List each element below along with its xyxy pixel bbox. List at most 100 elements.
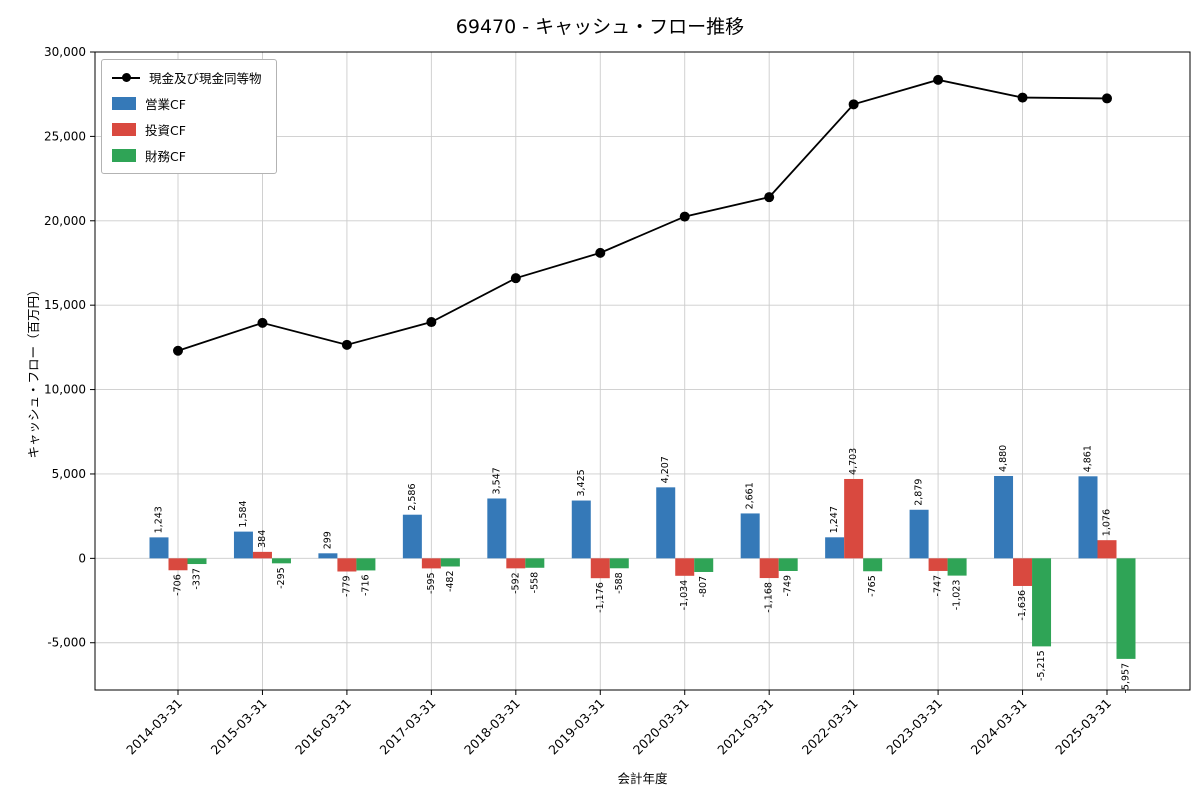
bar [928, 558, 948, 571]
bar [571, 500, 591, 559]
legend-label-cash: 現金及び現金同等物 [149, 71, 262, 86]
bar-value-label: 299 [322, 531, 333, 549]
x-tick-label: 2025-03-31 [1052, 696, 1114, 758]
y-axis-label: キャッシュ・フロー（百万円） [26, 283, 41, 458]
bar [421, 558, 441, 569]
bar [337, 558, 357, 572]
bar-value-label: -716 [360, 574, 371, 596]
gridlines [95, 51, 1190, 690]
line-series-group [173, 74, 1112, 356]
bar-value-label: 1,243 [154, 506, 165, 533]
bar-value-label: 2,661 [745, 482, 756, 509]
bar-value-label: 4,207 [660, 456, 671, 483]
y-tick-label: 20,000 [44, 214, 86, 228]
bar [609, 558, 629, 569]
bar [187, 558, 207, 565]
x-tick-label: 2022-03-31 [799, 696, 861, 758]
bar [318, 553, 338, 559]
legend-label-financing: 財務CF [145, 149, 186, 164]
cash-line [177, 78, 1108, 352]
x-tick-label: 2015-03-31 [208, 696, 270, 758]
x-tick-label: 2018-03-31 [461, 696, 523, 758]
x-tick-label: 2020-03-31 [630, 696, 692, 758]
x-tick-label: 2016-03-31 [292, 696, 354, 758]
bar [947, 558, 967, 576]
x-tick-label: 2021-03-31 [714, 696, 776, 758]
x-tick-label: 2019-03-31 [545, 696, 607, 758]
bar-value-label: 384 [257, 530, 268, 548]
line-marker [173, 345, 183, 356]
legend-item-investing-cf: 投資CF [112, 120, 262, 139]
bar [656, 487, 676, 559]
line-marker [1102, 93, 1112, 104]
bar [440, 558, 460, 567]
bar [778, 558, 798, 571]
bar [825, 537, 845, 559]
bar [168, 558, 188, 571]
x-tick-label: 2024-03-31 [968, 696, 1030, 758]
bar [487, 498, 507, 559]
bar-value-label: 1,584 [238, 500, 249, 527]
line-marker [848, 99, 859, 110]
bar [740, 513, 760, 559]
y-tick-label: 25,000 [44, 129, 86, 143]
investing-cf-swatch [112, 123, 136, 136]
y-tick-label: 0 [78, 551, 86, 565]
bar-value-label: 4,880 [998, 445, 1009, 472]
bar [1078, 476, 1098, 559]
x-tick-label: 2014-03-31 [123, 696, 185, 758]
bar [506, 558, 526, 569]
y-tick-label: 15,000 [44, 298, 86, 312]
bar [149, 537, 169, 559]
bar-value-label: -747 [933, 575, 944, 597]
bar [844, 478, 864, 559]
bar-value-label: -779 [341, 575, 352, 597]
legend-label-operating: 営業CF [145, 97, 186, 112]
chart-legend: 現金及び現金同等物 営業CF 投資CF 財務CF [101, 59, 277, 174]
legend-item-operating-cf: 営業CF [112, 94, 262, 113]
bar [252, 551, 272, 559]
bar-value-label: -337 [192, 568, 203, 590]
bar-value-label: 4,703 [848, 448, 859, 475]
bar [863, 558, 883, 572]
bar-value-label: -1,168 [764, 582, 775, 613]
x-axis-label: 会計年度 [617, 771, 668, 786]
line-marker [1017, 92, 1028, 103]
bar [675, 558, 695, 576]
y-tick-label: 30,000 [44, 45, 86, 59]
bar [1097, 540, 1117, 559]
bar-value-label: 2,586 [407, 483, 418, 510]
operating-cf-swatch [112, 97, 136, 110]
line-marker [933, 74, 944, 85]
bar-value-label: -592 [510, 572, 521, 594]
bar-value-label: 1,076 [1102, 509, 1113, 536]
legend-dot [122, 73, 131, 82]
x-tick-label: 2023-03-31 [883, 696, 945, 758]
bar [525, 558, 545, 568]
bar [271, 558, 291, 564]
bar-value-label: -1,034 [679, 580, 690, 611]
bar-value-label: -5,957 [1121, 663, 1132, 694]
bar-value-label: -5,215 [1036, 650, 1047, 681]
bar-value-label: -595 [426, 572, 437, 594]
bar-value-label: 2,879 [914, 479, 925, 506]
line-marker [679, 211, 690, 222]
financing-cf-swatch [112, 149, 136, 162]
legend-item-cash-line: 現金及び現金同等物 [112, 68, 262, 87]
bar [356, 558, 376, 571]
line-marker [595, 247, 606, 258]
bar-value-label: -588 [614, 572, 625, 594]
bar-series-group: 1,243 1,584 299 2,586 3,547 3,425 4,207 2,661 1,… [149, 445, 1136, 694]
bar-value-label: -482 [445, 570, 456, 592]
bar [1032, 558, 1052, 647]
line-marker [426, 317, 437, 328]
bar-value-label: -1,176 [595, 582, 606, 613]
bar-value-label: 1,247 [829, 506, 840, 533]
bar [590, 558, 610, 579]
x-tick-label: 2017-03-31 [377, 696, 439, 758]
bar [233, 531, 253, 559]
bar-value-label: 3,425 [576, 469, 587, 496]
y-tick-label: 10,000 [44, 383, 86, 397]
bar [1013, 558, 1033, 586]
line-marker [764, 192, 775, 203]
